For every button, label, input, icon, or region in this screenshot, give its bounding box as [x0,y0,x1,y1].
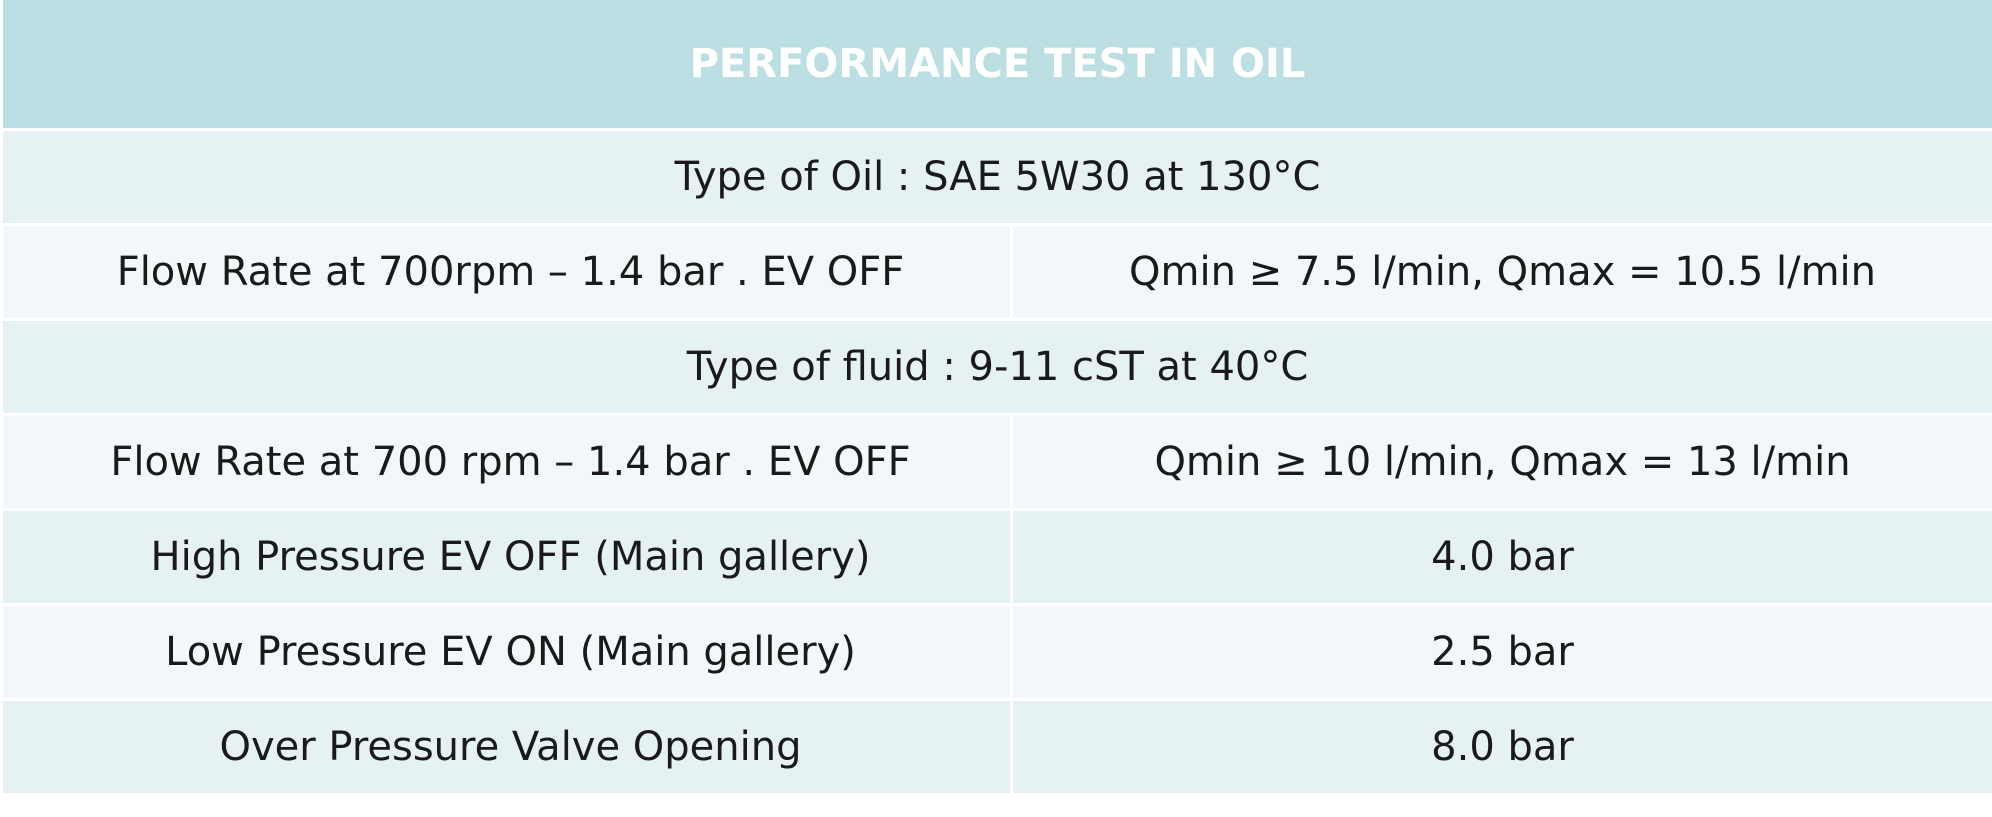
fluid-flow-rate-value: Qmin ≥ 10 l/min, Qmax = 13 l/min [1009,413,1992,511]
fluid-type-row: Type of fluid : 9-11 cST at 40°C [0,318,1992,416]
row-label: High Pressure EV OFF (Main gallery) [0,508,1013,606]
oil-flow-rate-row: Flow Rate at 700rpm – 1.4 bar . EV OFF Q… [0,223,1992,321]
fluid-flow-rate-row: Flow Rate at 700 rpm – 1.4 bar . EV OFF … [0,413,1992,511]
oil-type-row: Type of Oil : SAE 5W30 at 130°C [0,128,1992,226]
table-row: High Pressure EV OFF (Main gallery) 4.0 … [0,508,1992,606]
fluid-type-label: Type of fluid : 9-11 cST at 40°C [0,318,1992,416]
oil-type-label: Type of Oil : SAE 5W30 at 130°C [0,128,1992,226]
table-header-row: PERFORMANCE TEST IN OIL [0,0,1992,131]
performance-test-table: PERFORMANCE TEST IN OIL Type of Oil : SA… [0,0,1992,796]
row-label: Over Pressure Valve Opening [0,698,1013,796]
row-value: 2.5 bar [1009,603,1992,701]
oil-flow-rate-value: Qmin ≥ 7.5 l/min, Qmax = 10.5 l/min [1009,223,1992,321]
row-value: 8.0 bar [1009,698,1992,796]
table-row: Low Pressure EV ON (Main gallery) 2.5 ba… [0,603,1992,701]
table-row: Over Pressure Valve Opening 8.0 bar [0,698,1992,796]
fluid-flow-rate-label: Flow Rate at 700 rpm – 1.4 bar . EV OFF [0,413,1013,511]
row-label: Low Pressure EV ON (Main gallery) [0,603,1013,701]
row-value: 4.0 bar [1009,508,1992,606]
oil-flow-rate-label: Flow Rate at 700rpm – 1.4 bar . EV OFF [0,223,1013,321]
table-title: PERFORMANCE TEST IN OIL [0,0,1992,131]
